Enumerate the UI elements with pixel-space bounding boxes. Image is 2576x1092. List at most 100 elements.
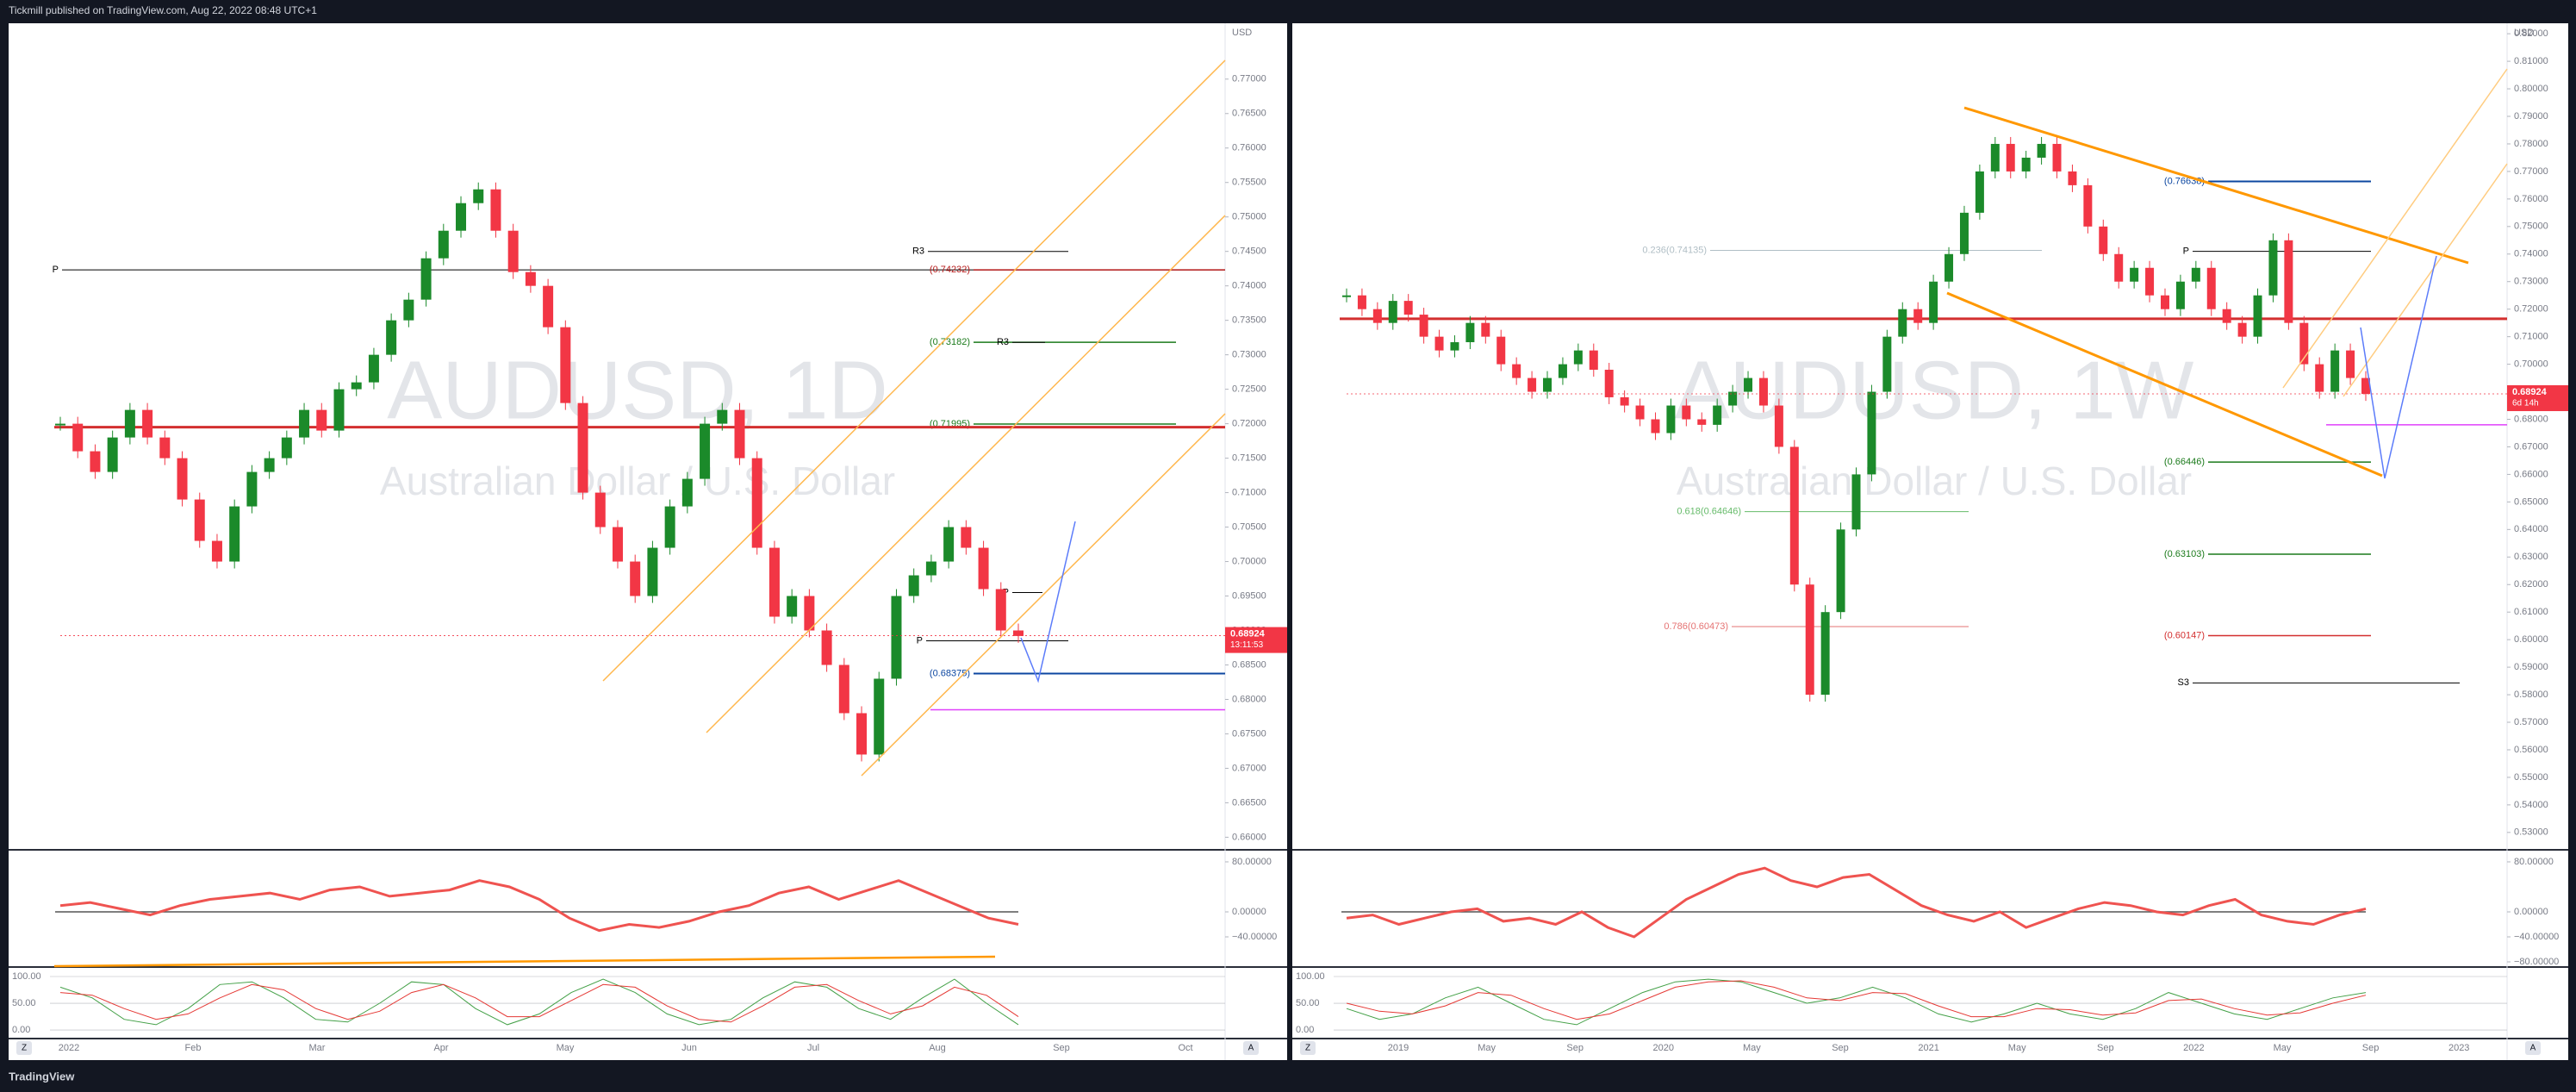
candle xyxy=(229,506,240,562)
level-label: 0.236(0.74135) xyxy=(1642,245,1707,255)
axis-button-label[interactable]: A xyxy=(1248,1044,1254,1053)
candle xyxy=(1805,584,1814,696)
candle xyxy=(1512,364,1521,378)
candle xyxy=(1573,350,1583,365)
axis-button-label[interactable]: Z xyxy=(1305,1044,1310,1053)
candle xyxy=(2346,350,2355,378)
candle xyxy=(1465,322,1475,343)
candle xyxy=(1604,369,1614,397)
price-tick-label: 0.71500 xyxy=(1232,452,1266,463)
candle xyxy=(1713,405,1722,425)
axis-button[interactable] xyxy=(16,1041,32,1055)
candle xyxy=(647,547,658,596)
candle xyxy=(2006,143,2015,172)
price-tick-label: 0.67500 xyxy=(1232,728,1266,739)
candle xyxy=(72,423,84,452)
candle xyxy=(1990,143,2000,172)
candle xyxy=(543,285,554,328)
candle xyxy=(700,423,711,479)
price-tick-label: 0.75500 xyxy=(1232,178,1266,188)
price-tick-label: 0.68000 xyxy=(2514,414,2548,424)
candle xyxy=(1357,295,1366,309)
time-tick-label: May xyxy=(557,1043,575,1053)
axis-button[interactable] xyxy=(1243,1041,1259,1055)
candle xyxy=(124,409,135,438)
candle xyxy=(1744,378,1753,392)
price-tick-label: 0.73000 xyxy=(1232,350,1266,360)
candle xyxy=(577,402,588,493)
candle xyxy=(2160,295,2169,309)
candle xyxy=(1851,474,1861,530)
time-tick-label: 2019 xyxy=(1388,1043,1409,1053)
price-tick-label: 0.58000 xyxy=(2514,690,2548,700)
candle xyxy=(299,409,310,438)
candle xyxy=(1635,405,1645,420)
candle xyxy=(2037,143,2046,158)
candle xyxy=(2315,364,2324,392)
candle xyxy=(1558,364,1567,378)
price-tick-label: 0.61000 xyxy=(2514,607,2548,617)
candle xyxy=(1944,253,1954,282)
trend-line xyxy=(2343,163,2508,397)
candle xyxy=(1882,336,1892,392)
drawings xyxy=(53,59,2508,968)
candle xyxy=(1013,630,1024,636)
axis-button[interactable] xyxy=(2525,1041,2541,1055)
last-price-tag xyxy=(1225,627,1287,653)
candle xyxy=(1789,446,1799,585)
candle xyxy=(142,409,153,438)
candle xyxy=(316,409,327,431)
candle xyxy=(473,189,484,203)
price-tick-label: 0.74000 xyxy=(1232,281,1266,291)
candle xyxy=(90,451,101,472)
price-tick-label: 0.67000 xyxy=(2514,441,2548,452)
price-tick-label: 0.72000 xyxy=(2514,304,2548,315)
stoch-d-line xyxy=(1346,980,2367,1020)
candle xyxy=(525,271,536,286)
price-tick-label: 0.68500 xyxy=(1232,659,1266,670)
axis-button-label[interactable]: A xyxy=(2530,1044,2536,1053)
candle xyxy=(1372,309,1382,323)
trend-line xyxy=(2282,68,2508,389)
candle xyxy=(1867,391,1876,475)
level-label: P xyxy=(2183,246,2189,256)
price-tick-label: 0.70000 xyxy=(1232,556,1266,566)
candle xyxy=(1403,301,1413,315)
axis-button-label[interactable]: Z xyxy=(22,1044,27,1053)
left-panel xyxy=(9,23,1287,1060)
price-tick-label: 0.68000 xyxy=(1232,694,1266,704)
level-label: R3 xyxy=(912,246,924,257)
candle xyxy=(1528,378,1537,392)
candle xyxy=(246,471,258,507)
axis-button[interactable] xyxy=(1300,1041,1316,1055)
candle xyxy=(630,561,641,596)
candle xyxy=(787,596,798,617)
candle xyxy=(961,527,972,548)
description-watermark: Australian Dollar / U.S. Dollar xyxy=(380,459,895,503)
candle xyxy=(856,713,868,755)
time-tick-label: Apr xyxy=(433,1043,448,1053)
time-tick-label: 2020 xyxy=(1653,1043,1674,1053)
time-tick-label: 2022 xyxy=(59,1043,79,1053)
price-tick-label: 0.72000 xyxy=(1232,419,1266,429)
candle xyxy=(717,409,728,424)
candle xyxy=(351,382,362,390)
time-tick-label: Sep xyxy=(2097,1043,2114,1053)
candle xyxy=(2237,322,2247,337)
level-label: (0.73182) xyxy=(930,337,970,347)
candle xyxy=(1434,336,1444,351)
candle xyxy=(2253,295,2262,337)
stoch-tick-label: 100.00 xyxy=(12,971,41,982)
price-tick-label: 0.77000 xyxy=(2514,166,2548,177)
candle xyxy=(838,665,849,714)
candle xyxy=(751,458,762,548)
candle xyxy=(925,561,936,576)
brand: TradingView xyxy=(9,1070,75,1083)
candle xyxy=(594,492,606,527)
candle xyxy=(1975,171,1984,213)
candle xyxy=(2145,267,2155,296)
candle xyxy=(734,409,745,459)
candle xyxy=(1620,396,1629,406)
candle xyxy=(490,189,501,231)
time-tick-label: May xyxy=(1478,1043,1496,1053)
